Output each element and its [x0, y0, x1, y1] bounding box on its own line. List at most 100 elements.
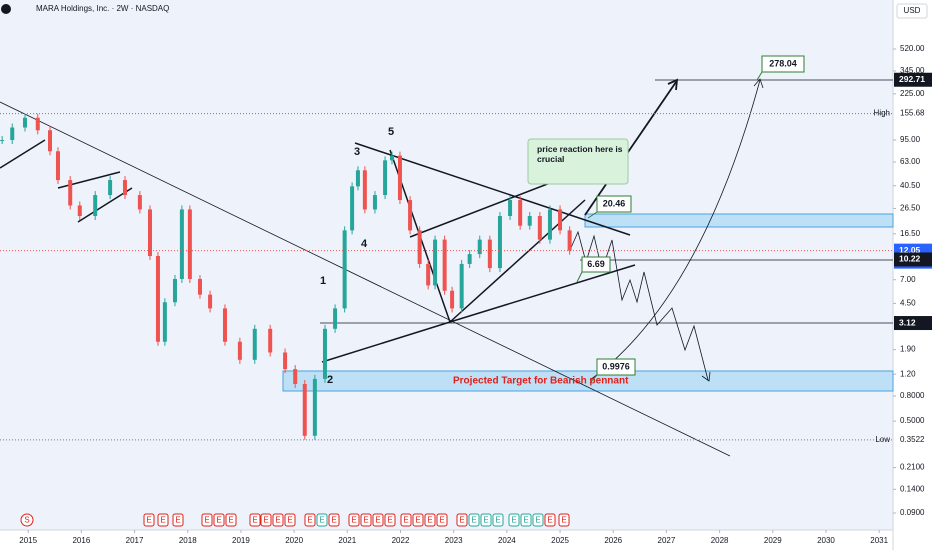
candle [108, 180, 113, 196]
annotation: 278.04 [769, 58, 797, 68]
event-marker [520, 513, 532, 527]
event-label: E [351, 516, 356, 525]
annotation: 20.46 [603, 198, 626, 208]
candle [372, 195, 377, 210]
x-tick-label: 2020 [285, 536, 303, 545]
y-tick-label: 95.00 [900, 135, 921, 144]
chart-title: MARA Holdings, Inc. · 2W · NASDAQ [36, 4, 169, 13]
low-label: 0.3522 [900, 435, 925, 444]
event-label: E [275, 516, 280, 525]
event-label: E [307, 516, 312, 525]
trend-line [0, 101, 731, 457]
candle [197, 278, 202, 295]
event-label: E [331, 516, 336, 525]
candle [408, 200, 413, 231]
y-tick-label: 520.00 [900, 44, 925, 53]
trend-line [409, 182, 551, 238]
event-marker [328, 513, 340, 527]
event-label: E [535, 516, 540, 525]
candle [122, 180, 127, 196]
event-label: E [561, 516, 566, 525]
event-marker [201, 513, 213, 527]
event-marker [260, 513, 272, 527]
x-tick-label: 2026 [604, 536, 622, 545]
price-label: 10.22 [899, 254, 921, 264]
candle [208, 294, 213, 309]
event-label: E [146, 516, 151, 525]
candle [426, 263, 431, 286]
event-marker [348, 513, 360, 527]
event-label: E [228, 516, 233, 525]
candle [389, 155, 394, 161]
event-label: E [387, 516, 392, 525]
candle [137, 195, 142, 210]
event-marker [225, 513, 237, 527]
event-marker [249, 513, 261, 527]
candle [487, 239, 492, 269]
candle [383, 160, 388, 196]
event-marker [480, 513, 492, 527]
event-label: E [547, 516, 552, 525]
candle [477, 239, 482, 255]
candle [322, 328, 327, 379]
currency-box [896, 3, 928, 19]
y-tick-label: 0.5000 [900, 416, 925, 425]
candle [222, 308, 227, 342]
candle [35, 117, 40, 131]
y-tick-label: 16.50 [900, 229, 921, 238]
price-label: 12.05 [899, 245, 921, 255]
candle [508, 200, 513, 217]
event-marker [304, 513, 316, 527]
event-marker [143, 513, 155, 527]
candle [558, 209, 563, 231]
event-label: S [24, 516, 29, 525]
x-tick-label: 2029 [764, 536, 782, 545]
x-tick-label: 2015 [19, 536, 37, 545]
candle [459, 263, 464, 309]
zone [282, 370, 894, 392]
event-label: E [375, 516, 380, 525]
y-tick-label: 345.00 [900, 66, 925, 75]
event-marker [213, 513, 225, 527]
candle [283, 352, 288, 370]
annotation: 6.69 [587, 259, 605, 269]
annotation: 2 [327, 374, 333, 386]
event-label: E [204, 516, 209, 525]
trend-line [0, 139, 46, 169]
event-label: E [415, 516, 420, 525]
price-axis-bg [893, 0, 932, 550]
event-marker [412, 513, 424, 527]
candle [237, 341, 242, 360]
event-label: E [252, 516, 257, 525]
candle [467, 254, 472, 264]
candle [302, 383, 307, 436]
event-marker [544, 513, 556, 527]
label-box [587, 195, 632, 219]
candle [47, 130, 52, 152]
event-marker [558, 513, 570, 527]
candle [497, 216, 502, 269]
y-tick-label: 63.00 [900, 157, 921, 166]
candle [268, 328, 273, 353]
trend-line [321, 321, 451, 363]
event-label: E [495, 516, 500, 525]
y-tick-label: 1.90 [900, 345, 916, 354]
candle [0, 140, 5, 142]
x-tick-label: 2022 [392, 536, 410, 545]
candle [147, 209, 152, 257]
label-box [756, 55, 805, 81]
event-label: E [287, 516, 292, 525]
candle [93, 195, 98, 217]
candle [342, 230, 347, 309]
candle [77, 205, 82, 217]
arrow [589, 79, 761, 381]
event-label: E [511, 516, 516, 525]
y-tick-label: 4.50 [900, 299, 916, 308]
event-marker [360, 513, 372, 527]
candle [417, 230, 422, 264]
low-name: Low [875, 435, 890, 444]
annotation: 1 [320, 275, 326, 287]
currency: USD [904, 6, 921, 15]
candle [355, 170, 360, 187]
drawings [0, 55, 894, 457]
